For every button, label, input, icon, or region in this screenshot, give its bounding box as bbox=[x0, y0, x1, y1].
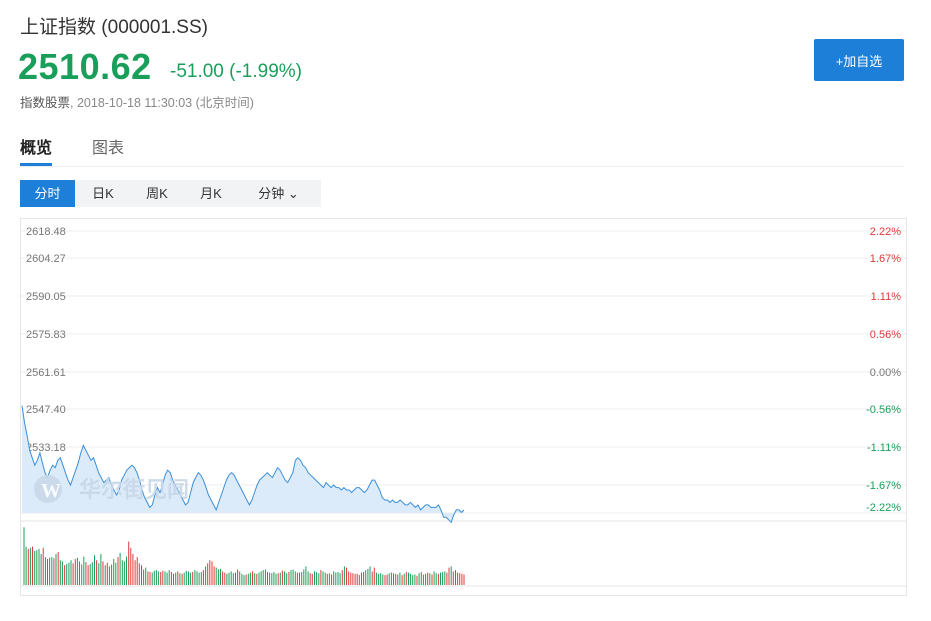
period-selector: 分时 日K 周K 月K 分钟 ⌄ bbox=[20, 180, 321, 207]
pct-tick-label: -1.67% bbox=[866, 480, 901, 492]
pct-tick-label: 2.22% bbox=[870, 226, 901, 238]
price-area bbox=[22, 405, 464, 523]
intraday-chart-svg: 2618.48 2.22% 2604.27 1.67% 2590.05 1.11% 2575… bbox=[21, 226, 906, 608]
period-daily-k[interactable]: 日K bbox=[92, 186, 114, 201]
pct-tick-label: -2.22% bbox=[866, 502, 901, 514]
watermark-logo-letter: W bbox=[41, 480, 61, 502]
stock-name: 上证指数 bbox=[20, 17, 97, 38]
watermark-text: 华尔街见闻 bbox=[79, 477, 189, 502]
price-line bbox=[21, 405, 465, 524]
pct-tick-label: 0.56% bbox=[870, 329, 901, 341]
stock-code: (000001.SS) bbox=[101, 17, 208, 38]
intraday-chart: 2618.48 2.22% 2604.27 1.67% 2590.05 1.11% 2575… bbox=[20, 218, 907, 608]
period-weekly-k[interactable]: 周K bbox=[146, 186, 168, 201]
quote-meta: 指数股票, 2018-10-18 11:30:03 (北京时间) bbox=[20, 92, 254, 111]
price-change: -51.00 (-1.99%) bbox=[170, 61, 303, 82]
watermark-logo bbox=[34, 475, 62, 503]
y-tick-label: 2618.48 bbox=[26, 226, 66, 238]
y-tick-label: 2533.18 bbox=[26, 442, 66, 454]
pct-tick-label: -1.11% bbox=[867, 442, 901, 454]
tab-chart[interactable]: 图表 bbox=[92, 140, 125, 157]
period-monthly-k[interactable]: 月K bbox=[200, 186, 222, 201]
y-tick-label: 2547.40 bbox=[26, 404, 66, 416]
period-minute-dropdown[interactable]: 分钟 ⌄ bbox=[258, 186, 299, 201]
pct-tick-label: -0.56% bbox=[866, 404, 901, 416]
pct-tick-label: 0.00% bbox=[870, 367, 901, 379]
add-to-watchlist-button[interactable]: +加自选 bbox=[814, 39, 904, 81]
current-price: 2510.62 bbox=[18, 46, 152, 87]
tab-overview[interactable]: 概览 bbox=[20, 134, 53, 166]
pct-tick-label: 1.11% bbox=[871, 291, 902, 303]
security-kind: 指数股票 bbox=[20, 96, 71, 110]
period-intraday[interactable]: 分时 bbox=[20, 180, 75, 207]
y-tick-label: 2561.61 bbox=[26, 367, 66, 379]
y-tick-label: 2604.27 bbox=[26, 253, 66, 265]
y-tick-label: 2590.05 bbox=[26, 291, 66, 303]
stock-title: 上证指数 (000001.SS) bbox=[20, 12, 208, 39]
quote-timestamp: , 2018-10-18 11:30:03 (北京时间) bbox=[70, 96, 254, 110]
main-tabs: 概览 图表 bbox=[20, 132, 904, 167]
pct-tick-label: 1.67% bbox=[870, 253, 901, 265]
y-tick-label: 2575.83 bbox=[26, 329, 66, 341]
